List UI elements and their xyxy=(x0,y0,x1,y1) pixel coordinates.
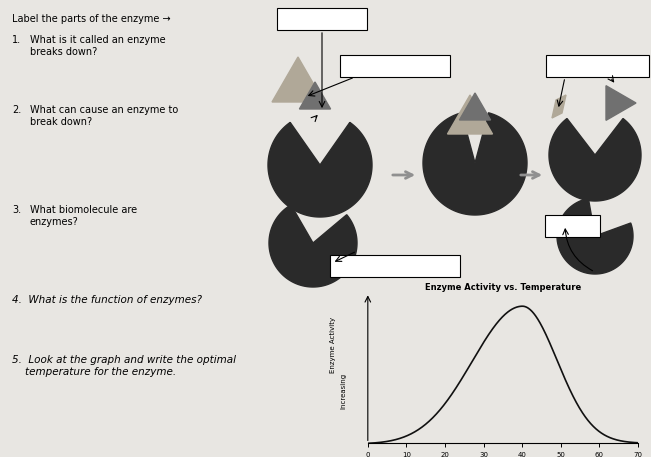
Polygon shape xyxy=(557,199,633,274)
Text: 4.  What is the function of enzymes?: 4. What is the function of enzymes? xyxy=(12,295,202,305)
Text: What biomolecule are
enzymes?: What biomolecule are enzymes? xyxy=(30,205,137,227)
Text: 1.: 1. xyxy=(12,35,21,45)
Bar xyxy=(545,215,600,237)
Polygon shape xyxy=(299,82,331,109)
Bar xyxy=(277,8,367,30)
Polygon shape xyxy=(272,57,324,102)
Bar xyxy=(330,255,460,277)
Polygon shape xyxy=(552,95,566,118)
Text: Increasing: Increasing xyxy=(340,372,346,409)
Text: What can cause an enzyme to
break down?: What can cause an enzyme to break down? xyxy=(30,105,178,127)
Polygon shape xyxy=(423,113,527,215)
Polygon shape xyxy=(268,122,372,217)
Text: Label the parts of the enzyme →: Label the parts of the enzyme → xyxy=(12,14,171,24)
Polygon shape xyxy=(447,95,493,134)
Text: 3.: 3. xyxy=(12,205,21,215)
Title: Enzyme Activity vs. Temperature: Enzyme Activity vs. Temperature xyxy=(424,283,581,292)
Text: 2.: 2. xyxy=(12,105,21,115)
Polygon shape xyxy=(549,118,641,201)
Polygon shape xyxy=(606,85,636,120)
Bar xyxy=(546,55,649,77)
Polygon shape xyxy=(460,93,491,120)
Text: 5.  Look at the graph and write the optimal
    temperature for the enzyme.: 5. Look at the graph and write the optim… xyxy=(12,355,236,377)
Text: What is it called an enzyme
breaks down?: What is it called an enzyme breaks down? xyxy=(30,35,165,57)
Text: Enzyme Activity: Enzyme Activity xyxy=(329,317,336,373)
Polygon shape xyxy=(269,205,357,287)
Bar xyxy=(340,55,450,77)
